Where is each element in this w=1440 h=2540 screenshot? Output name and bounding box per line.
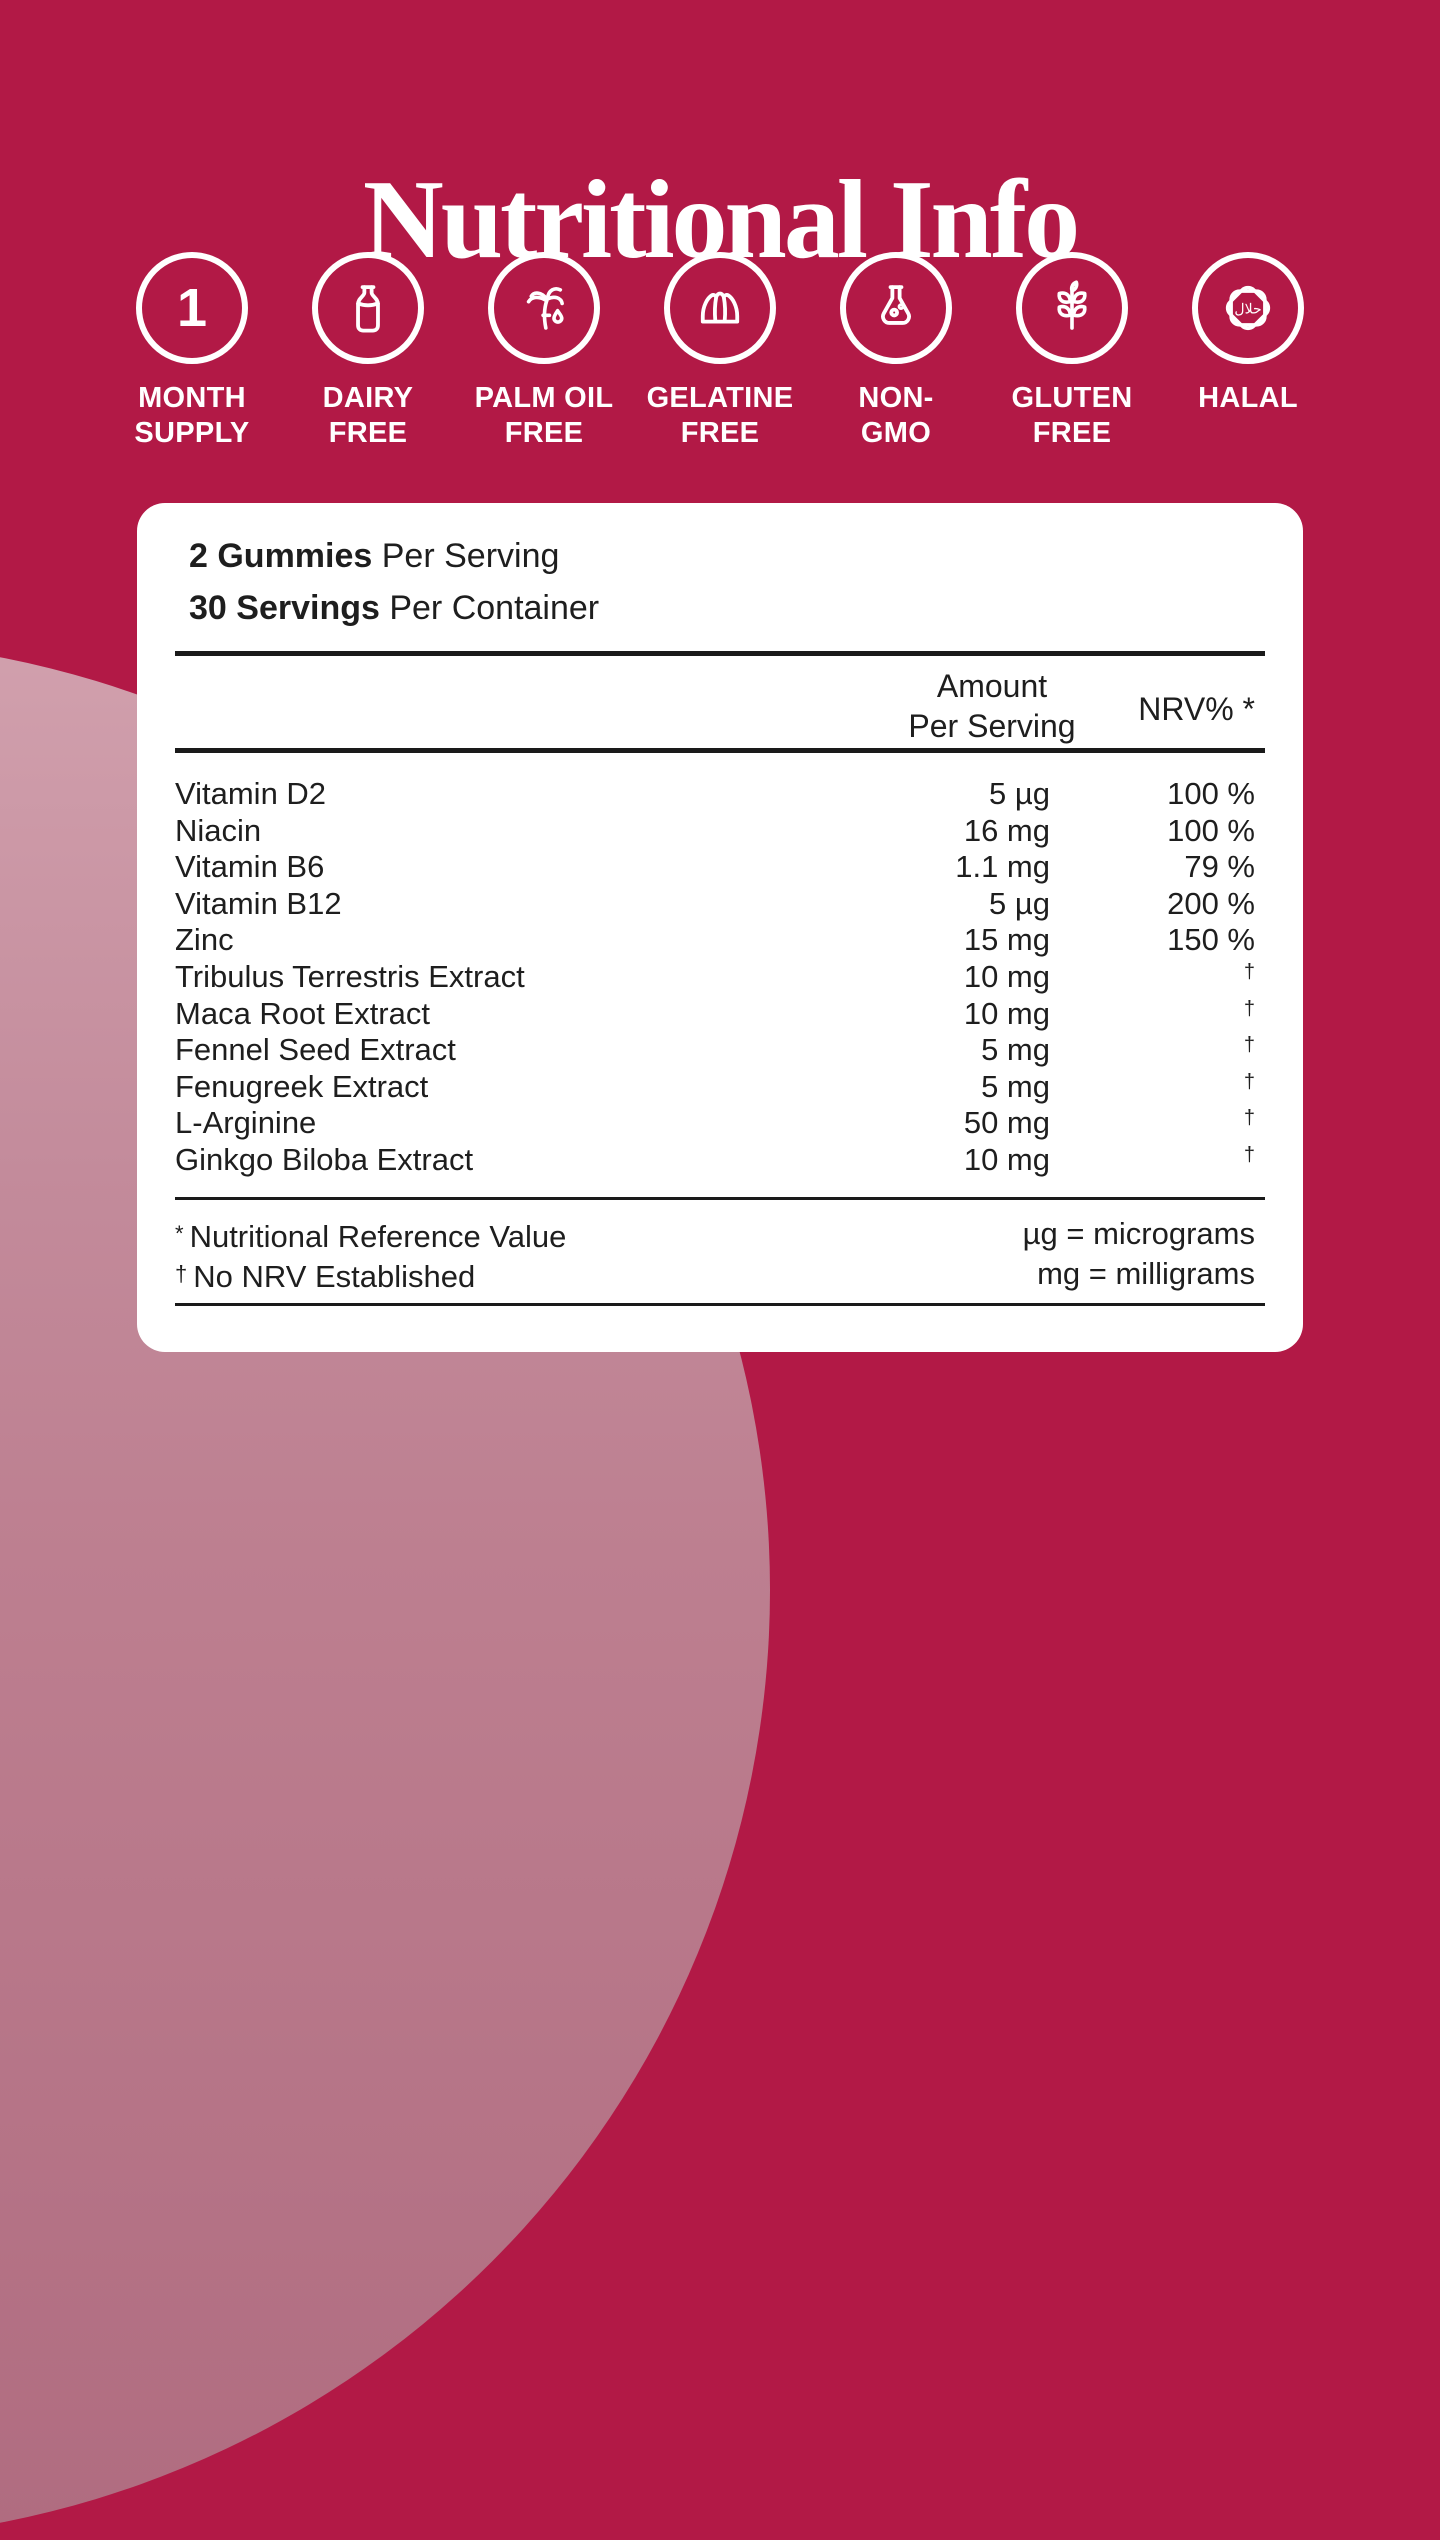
flask-icon <box>840 252 952 364</box>
divider <box>175 651 1265 656</box>
table-row: Tribulus Terrestris Extract 10 mg † <box>175 958 1255 994</box>
nutrition-card: 2 Gummies Per Serving 30 Servings Per Co… <box>137 503 1303 1352</box>
badge-halal: حلال HALAL <box>1160 252 1336 452</box>
table-row: Fenugreek Extract 5 mg † <box>175 1068 1255 1104</box>
footnotes: * Nutritional Reference Value µg = microg… <box>175 1215 1255 1295</box>
palm-tree-icon <box>488 252 600 364</box>
divider <box>175 1303 1265 1306</box>
badge-dairy-free: DAIRY FREE <box>280 252 456 452</box>
table-row: Niacin 16 mg 100 % <box>175 812 1255 848</box>
jelly-icon <box>664 252 776 364</box>
badge-label: GELATINE FREE <box>646 382 794 450</box>
footnote-nrv: * Nutritional Reference Value <box>175 1219 567 1254</box>
badge-label: HALAL <box>1198 382 1298 414</box>
badge-non-gmo: NON- GMO <box>808 252 984 452</box>
gummies-per-serving: 2 Gummies Per Serving <box>189 537 560 575</box>
badge-label: DAIRY FREE <box>322 382 414 450</box>
badge-gelatine-free: GELATINE FREE <box>632 252 808 452</box>
table-row: Ginkgo Biloba Extract 10 mg † <box>175 1141 1255 1177</box>
feature-badges-row: 1 MONTH SUPPLY DAIRY FREE <box>0 252 1440 452</box>
footnote-milligrams: mg = milligrams <box>1037 1256 1255 1291</box>
footnote-no-nrv: † No NRV Established <box>175 1259 476 1294</box>
badge-palm-oil-free: PALM OIL FREE <box>456 252 632 452</box>
servings-per-container: 30 Servings Per Container <box>189 589 600 627</box>
table-row: Vitamin D2 5 µg 100 % <box>175 776 1255 811</box>
month-1-icon: 1 <box>136 252 248 364</box>
badge-label: MONTH SUPPLY <box>134 382 250 450</box>
product-infographic: { "title": "Nutritional Info", "colors":… <box>0 158 1440 2540</box>
badge-gluten-free: GLUTEN FREE <box>984 252 1160 452</box>
badge-label: GLUTEN FREE <box>1011 382 1133 450</box>
table-row: Fennel Seed Extract 5 mg † <box>175 1032 1255 1068</box>
column-header-amount: Amount Per Serving <box>908 668 1076 744</box>
badge-label: PALM OIL FREE <box>474 382 614 450</box>
table-row: L-Arginine 50 mg † <box>175 1105 1255 1141</box>
nutrition-table: Vitamin D2 5 µg 100 % Niacin 16 mg 100 % Vit… <box>137 771 1303 1177</box>
month-number: 1 <box>176 278 208 338</box>
badge-label: NON- GMO <box>858 382 934 450</box>
milk-bottle-icon <box>312 252 424 364</box>
table-row: Vitamin B6 1.1 mg 79 % <box>175 849 1255 885</box>
divider <box>175 1197 1265 1200</box>
table-row: Maca Root Extract 10 mg † <box>175 995 1255 1031</box>
footnote-micrograms: µg = micrograms <box>1022 1216 1255 1251</box>
halal-badge-icon: حلال <box>1192 252 1304 364</box>
column-header-nrv: NRV% * <box>1138 691 1255 727</box>
badge-month-supply: 1 MONTH SUPPLY <box>104 252 280 452</box>
wheat-sprig-icon <box>1016 252 1128 364</box>
table-row: Vitamin B12 5 µg 200 % <box>175 885 1255 921</box>
halal-arabic-text: حلال <box>1234 301 1261 317</box>
divider <box>175 748 1265 753</box>
table-row: Zinc 15 mg 150 % <box>175 922 1255 958</box>
